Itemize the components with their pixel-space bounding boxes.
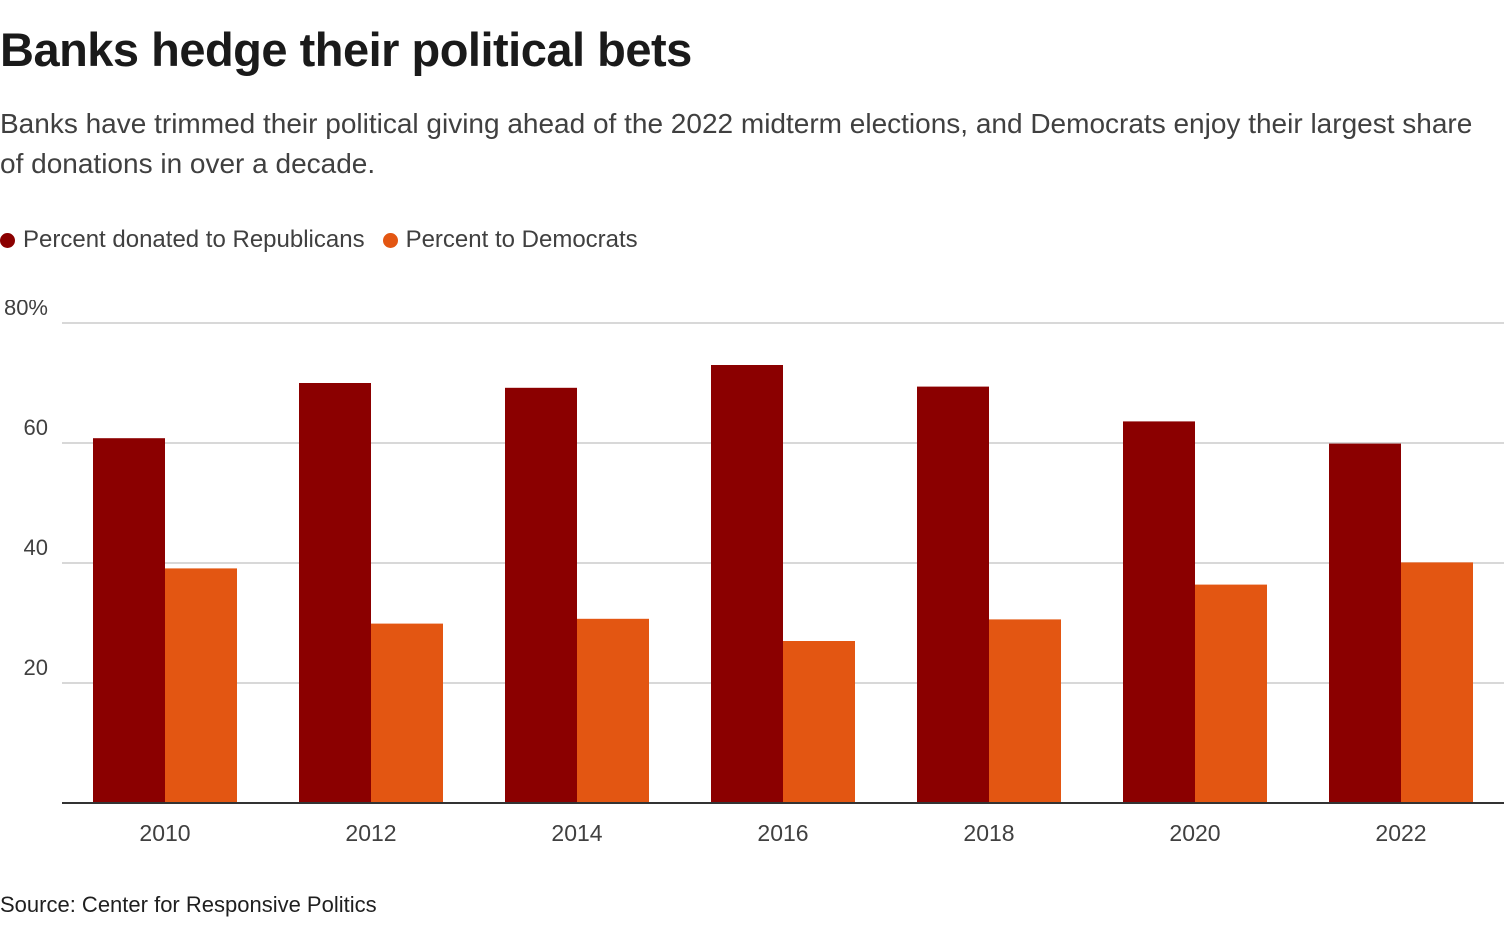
source-note: Source: Center for Responsive Politics [0,892,377,917]
bar-republicans [1329,443,1401,803]
legend-swatch-republicans [0,232,15,248]
y-tick-label: 60 [24,415,48,440]
legend-item-democrats: Percent to Democrats [382,226,638,254]
bar-republicans [299,383,371,803]
bar-republicans [1123,421,1195,803]
legend-label-republicans: Percent donated to Republicans [23,226,365,253]
bar-chart: 20 40 60 80% 2010 2012 2014 2016 2018 2020 2022 [4,300,1504,846]
bar-democrats [1195,584,1267,803]
bar-democrats [577,618,649,803]
x-tick-label: 2014 [551,820,602,846]
bar-republicans [711,365,783,803]
bar-republicans [93,438,165,803]
x-tick-label: 2016 [757,820,808,846]
legend-swatch-democrats [382,232,398,248]
x-tick-label: 2010 [139,820,190,846]
y-tick-label: 80% [4,300,48,320]
legend-item-republicans: Percent donated to Republicans [0,226,365,254]
bar-democrats [371,623,443,803]
legend-label-democrats: Percent to Democrats [405,226,638,253]
legend: Percent donated to Republicans Percent t… [0,226,656,254]
x-tick-label: 2020 [1169,820,1220,846]
bar-democrats [1401,562,1473,803]
x-tick-label: 2012 [345,820,396,846]
bar-democrats [165,568,237,803]
bar-republicans [505,387,577,803]
x-tick-label: 2018 [963,820,1014,846]
bar-democrats [989,619,1061,803]
bar-republicans [917,386,989,803]
x-tick-label: 2022 [1375,820,1426,846]
y-tick-label: 20 [24,655,48,680]
bar-democrats [783,641,855,803]
y-tick-label: 40 [24,535,48,560]
chart-title: Banks hedge their political bets [0,23,692,76]
chart-subtitle: Banks have trimmed their political givin… [0,108,1473,179]
